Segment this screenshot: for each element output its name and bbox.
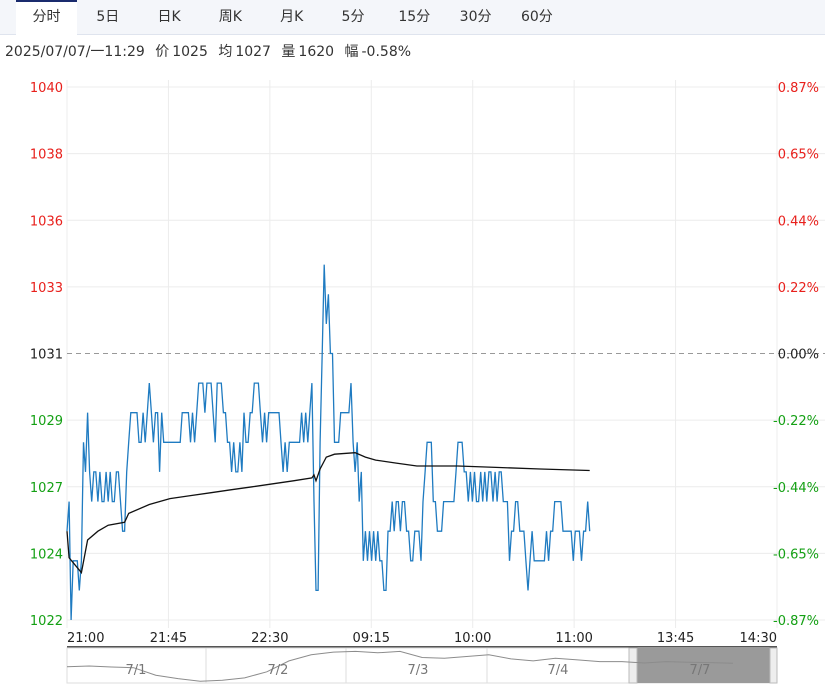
y-tick-right: 0.22% (778, 281, 819, 296)
x-tick: 11:00 (555, 631, 592, 646)
y-tick-right: -0.65% (773, 547, 819, 562)
navigator-day-label: 7/4 (548, 663, 569, 678)
period-tab-bar: 分时 5日 日K 周K 月K 5分 15分 30分 60分 (0, 0, 825, 35)
y-tick-right: 0.65% (778, 148, 819, 163)
y-tick-left: 1029 (30, 414, 63, 429)
y-tick-left: 1040 (30, 81, 63, 96)
y-tick-right: -0.22% (773, 414, 819, 429)
x-tick: 21:45 (150, 631, 187, 646)
y-tick-left: 1038 (30, 148, 63, 163)
y-tick-left: 1036 (30, 214, 63, 229)
tab-5[interactable]: 5分 (341, 9, 365, 25)
info-volume: 1620 (298, 44, 335, 60)
x-tick: 22:30 (251, 631, 288, 646)
y-tick-left: 1033 (30, 281, 63, 296)
y-tick-left: 1031 (30, 348, 63, 363)
y-tick-right: 0.00% (778, 348, 819, 363)
y-tick-right: -0.87% (773, 614, 819, 629)
y-tick-left: 1022 (30, 614, 63, 629)
info-range: -0.58% (361, 44, 412, 60)
navigator-day-label: 7/7 (690, 663, 711, 678)
average-price-line (66, 452, 590, 575)
info-price-label: 价 (155, 44, 170, 60)
info-range-label: 幅 (344, 44, 359, 60)
navigator-day-label: 7/1 (126, 663, 147, 678)
x-tick: 10:00 (454, 631, 491, 646)
info-avg: 1027 (235, 44, 271, 60)
tab-4[interactable]: 月K (280, 9, 304, 25)
tab-2[interactable]: 日K (157, 9, 181, 25)
tab-intraday[interactable]: 分时 (16, 0, 77, 35)
navigator-left-handle[interactable] (628, 647, 638, 684)
y-tick-right: -0.44% (773, 481, 819, 496)
navigator-day-label: 7/3 (408, 663, 429, 678)
y-tick-left: 1027 (30, 481, 63, 496)
navigator-overview-line (66, 650, 734, 682)
info-datetime: 2025/07/07/一11:29 (5, 44, 145, 60)
y-tick-left: 1024 (30, 547, 63, 562)
x-tick: 21:00 (67, 631, 104, 646)
info-avg-label: 均 (218, 44, 233, 60)
info-volume-label: 量 (281, 44, 296, 60)
tab-6[interactable]: 15分 (398, 9, 431, 25)
navigator-right-handle[interactable] (769, 647, 778, 684)
info-price: 1025 (172, 44, 208, 60)
tab-3[interactable]: 周K (218, 9, 242, 25)
navigator-selected-range[interactable] (637, 648, 770, 683)
x-tick: 14:30 (740, 631, 777, 646)
navigator-day-label: 7/2 (268, 663, 289, 678)
y-tick-right: 0.87% (778, 81, 819, 96)
y-tick-right: 0.44% (778, 214, 819, 229)
x-tick: 13:45 (657, 631, 694, 646)
price-line (66, 264, 591, 621)
x-tick: 09:15 (353, 631, 390, 646)
tab-1[interactable]: 5日 (96, 9, 120, 25)
tab-8[interactable]: 60分 (520, 9, 553, 25)
crosshair-info-line: 2025/07/07/一11:29 价 1025 均 1027 量 1620 幅 -0.… (5, 41, 417, 61)
tab-7[interactable]: 30分 (459, 9, 492, 25)
